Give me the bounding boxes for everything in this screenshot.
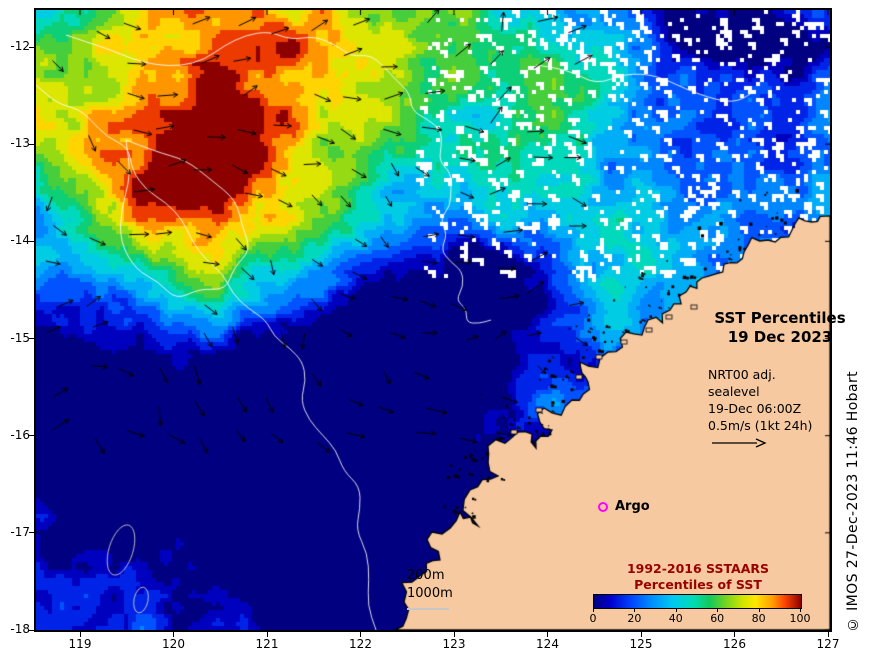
velocity-legend-line1: NRT00 adj. sealevel <box>708 367 776 399</box>
x-tick-label: 121 <box>255 637 279 651</box>
argo-label: Argo <box>615 499 650 514</box>
x-tick-label: 119 <box>68 637 92 651</box>
y-tick-mark <box>29 532 34 534</box>
x-tick-mark <box>360 632 361 637</box>
colorbar-tick-mark <box>758 609 760 612</box>
x-tick-mark <box>173 632 174 637</box>
colorbar-tick-label: 100 <box>789 612 811 625</box>
colorbar-tick-label: 80 <box>751 612 766 625</box>
x-tick-mark <box>827 632 829 637</box>
colorbar-tick-label: 60 <box>710 612 725 625</box>
velocity-legend-line3: 0.5m/s (1kt 24h) <box>708 418 813 433</box>
contour-sample-line <box>407 608 449 610</box>
sstaars-legend: 1992-2016 SSTAARS Percentiles of SST <box>592 561 804 593</box>
sst-map-canvas <box>36 10 830 630</box>
velocity-scale-arrow-icon <box>712 438 767 448</box>
colorbar <box>593 594 802 609</box>
contour-label-1000m: 1000m <box>407 586 453 601</box>
x-tick-mark <box>453 632 455 637</box>
y-tick-label: -17 <box>10 524 30 539</box>
argo-annotation: Argo <box>598 499 650 514</box>
colorbar-tick-label: 0 <box>589 612 597 625</box>
y-tick-mark <box>29 629 34 631</box>
colorbar-tick-mark <box>593 609 594 612</box>
x-tick-mark <box>640 632 642 637</box>
colorbar-tick-mark <box>717 609 719 612</box>
bathymetry-labels: 200m 1000m <box>407 567 453 610</box>
contour-label-200m: 200m <box>407 568 445 583</box>
colorbar-tick-label: 20 <box>627 612 642 625</box>
velocity-legend-line2: 19-Dec 06:00Z <box>708 401 802 416</box>
y-tick-label: -16 <box>10 427 30 442</box>
x-tick-label: 125 <box>629 637 653 651</box>
velocity-legend: NRT00 adj. sealevel 19-Dec 06:00Z 0.5m/s… <box>708 366 830 449</box>
y-tick-mark <box>29 240 34 242</box>
x-tick-mark <box>734 632 735 637</box>
x-tick-label: 127 <box>816 637 840 651</box>
map-plot: SST Percentiles 19 Dec 2023 NRT00 adj. s… <box>34 8 846 632</box>
y-tick-mark <box>29 435 34 437</box>
map-title-line2: 19 Dec 2023 <box>727 328 833 346</box>
sstaars-legend-line1: 1992-2016 SSTAARS <box>626 561 770 576</box>
y-tick-label: -12 <box>10 39 30 53</box>
x-tick-label: 120 <box>162 637 185 651</box>
sstaars-legend-line2: Percentiles of SST <box>634 577 762 592</box>
x-tick-label: 122 <box>349 637 372 651</box>
x-tick-mark <box>79 632 81 637</box>
y-tick-label: -14 <box>10 233 30 248</box>
y-tick-mark <box>29 143 34 145</box>
y-tick-mark <box>29 338 34 339</box>
y-tick-label: -18 <box>10 622 30 636</box>
y-tick-label: -13 <box>10 136 30 151</box>
map-title: SST Percentiles 19 Dec 2023 <box>680 309 872 347</box>
colorbar-tick-mark <box>800 609 801 612</box>
x-tick-mark <box>266 632 268 637</box>
colorbar-tick-mark <box>675 609 677 612</box>
x-tick-label: 124 <box>536 637 559 651</box>
x-tick-label: 126 <box>723 637 746 651</box>
colorbar-tick-label: 40 <box>668 612 683 625</box>
colorbar-tick-mark <box>634 609 636 612</box>
y-tick-mark <box>29 46 34 48</box>
y-tick-label: -15 <box>10 330 30 345</box>
argo-marker-icon <box>598 501 608 512</box>
map-title-line1: SST Percentiles <box>714 309 846 327</box>
x-tick-mark <box>547 632 548 637</box>
credit-text: © IMOS 27-Dec-2023 11:46 Hobart <box>845 370 861 632</box>
x-tick-label: 123 <box>442 637 466 651</box>
